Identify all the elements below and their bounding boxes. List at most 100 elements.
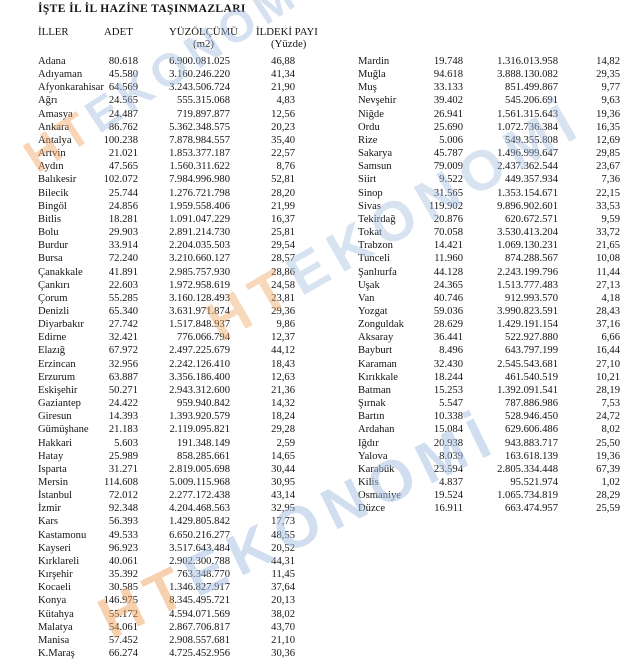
table-row: Nevşehir 39.402 545.206.691 9,63 <box>358 94 620 107</box>
province-name: Manisa <box>38 634 70 646</box>
area-value: 2.985.757.930 <box>169 266 230 278</box>
table-row: İzmir 92.348 4.204.468.563 32,95 <box>38 502 295 515</box>
area-value: 2.204.035.503 <box>169 240 230 252</box>
table-row: Kırşehir 35.392 763.348.770 11,45 <box>38 568 295 581</box>
share-value: 14,65 <box>271 450 295 462</box>
table-row: Kocaeli 30.585 1.346.827.917 37,64 <box>38 581 295 594</box>
table-row: Muğla 94.618 3.888.130.082 29,35 <box>358 68 620 81</box>
table-row: Hakkari 5.603 191.348.149 2,59 <box>38 437 295 450</box>
area-value: 549.355.808 <box>505 134 558 146</box>
table-row: Yalova 8.039 163.618.139 19,36 <box>358 450 620 463</box>
province-name: Bolu <box>38 227 59 239</box>
table-row: Trabzon 14.421 1.069.130.231 21,65 <box>358 239 620 252</box>
share-value: 29,35 <box>596 69 620 81</box>
adet-value: 32.430 <box>433 358 463 370</box>
province-name: Edirne <box>38 332 67 344</box>
share-value: 2,59 <box>276 437 295 449</box>
table-row: Ordu 25.690 1.072.736.384 16,35 <box>358 121 620 134</box>
share-value: 52,81 <box>271 174 295 186</box>
share-value: 12,69 <box>596 134 620 146</box>
table-row: Kırıkkale 18.244 461.540.519 10,21 <box>358 371 620 384</box>
share-value: 29,36 <box>271 305 295 317</box>
adet-value: 24.856 <box>108 200 138 212</box>
province-name: Kayseri <box>38 542 71 554</box>
province-name: Karabük <box>358 463 395 475</box>
adet-value: 24.487 <box>108 108 138 120</box>
share-value: 16,35 <box>596 121 620 133</box>
area-value: 1.972.958.619 <box>169 279 230 291</box>
area-value: 851.499.867 <box>505 82 558 94</box>
adet-value: 5.547 <box>439 398 463 410</box>
adet-value: 45.580 <box>108 69 138 81</box>
share-value: 14,82 <box>596 56 620 67</box>
share-value: 21,10 <box>271 634 295 646</box>
province-name: Kocaeli <box>38 582 71 594</box>
province-name: Trabzon <box>358 240 393 252</box>
area-value: 1.276.721.798 <box>169 187 230 199</box>
province-name: Ardahan <box>358 424 395 436</box>
table-row: Çankırı 22.603 1.972.958.619 24,58 <box>38 279 295 292</box>
area-value: 522.927.880 <box>505 332 558 344</box>
province-name: Malatya <box>38 621 73 633</box>
share-value: 46,88 <box>271 56 295 67</box>
province-name: Kırıkkale <box>358 371 399 383</box>
share-value: 28,86 <box>271 266 295 278</box>
adet-value: 86.762 <box>108 121 138 133</box>
share-value: 22,57 <box>271 148 295 160</box>
adet-value: 41.891 <box>108 266 138 278</box>
table-row: Kars 56.393 1.429.805.842 17,73 <box>38 515 295 528</box>
table-row: Rize 5.006 549.355.808 12,69 <box>358 134 620 147</box>
area-value: 2.119.095.821 <box>169 424 230 436</box>
table-row: Batman 15.253 1.392.091.541 28,19 <box>358 384 620 397</box>
area-value: 7.878.984.557 <box>169 134 230 146</box>
share-value: 27,10 <box>596 358 620 370</box>
area-value: 449.357.934 <box>505 174 558 186</box>
adet-value: 55.285 <box>108 292 138 304</box>
share-value: 33,72 <box>596 227 620 239</box>
area-value: 3.160.246.220 <box>169 69 230 81</box>
table-row: Karabük 23.594 2.805.334.448 67,39 <box>358 463 620 476</box>
province-name: Karaman <box>358 358 397 370</box>
adet-value: 72.240 <box>108 253 138 265</box>
share-value: 30,95 <box>271 477 295 488</box>
province-name: Aydın <box>38 161 64 173</box>
share-value: 18,24 <box>271 411 295 423</box>
table-row: Osmaniye 19.524 1.065.734.819 28,29 <box>358 489 620 502</box>
province-name: Gümüşhane <box>38 424 89 436</box>
table-row: Sivas 119.902 9.896.902.601 33,53 <box>358 200 620 213</box>
share-value: 7,53 <box>601 398 620 410</box>
area-value: 3.243.506.724 <box>169 82 230 94</box>
table-row: Balıkesir 102.072 7.984.996.980 52,81 <box>38 173 295 186</box>
share-value: 32,95 <box>271 503 295 515</box>
adet-value: 31.565 <box>433 187 463 199</box>
province-name: Yozgat <box>358 305 388 317</box>
area-value: 912.993.570 <box>505 292 558 304</box>
share-value: 19,36 <box>596 450 620 462</box>
area-value: 545.206.691 <box>505 95 558 107</box>
adet-value: 54.061 <box>108 621 138 633</box>
area-value: 1.072.736.384 <box>497 121 558 133</box>
province-name: Elazığ <box>38 345 66 357</box>
table-row: Bayburt 8.496 643.797.199 16,44 <box>358 344 620 357</box>
share-value: 11,44 <box>596 266 620 278</box>
adet-value: 14.421 <box>433 240 463 252</box>
area-value: 3.210.660.127 <box>169 253 230 265</box>
province-name: Tokat <box>358 227 382 239</box>
adet-value: 14.393 <box>108 411 138 423</box>
share-value: 8,02 <box>601 424 620 436</box>
share-value: 7,36 <box>601 174 620 186</box>
share-value: 38,02 <box>271 608 295 620</box>
adet-value: 94.618 <box>433 69 463 81</box>
table-row: Adana 80.618 6.900.081.025 46,88 <box>38 55 295 68</box>
share-value: 22,15 <box>596 187 620 199</box>
adet-value: 23.594 <box>433 463 463 475</box>
area-value: 3.631.971.874 <box>169 305 230 317</box>
adet-value: 8.496 <box>439 345 463 357</box>
table-row: Kırklareli 40.061 2.902.300.788 44,31 <box>38 555 295 568</box>
area-value: 461.540.519 <box>505 371 558 383</box>
area-value: 2.943.312.600 <box>169 384 230 396</box>
share-value: 44,31 <box>271 555 295 567</box>
table-row: Düzce 16.911 663.474.957 25,59 <box>358 502 620 515</box>
area-value: 629.606.486 <box>505 424 558 436</box>
adet-value: 11.960 <box>434 253 463 265</box>
